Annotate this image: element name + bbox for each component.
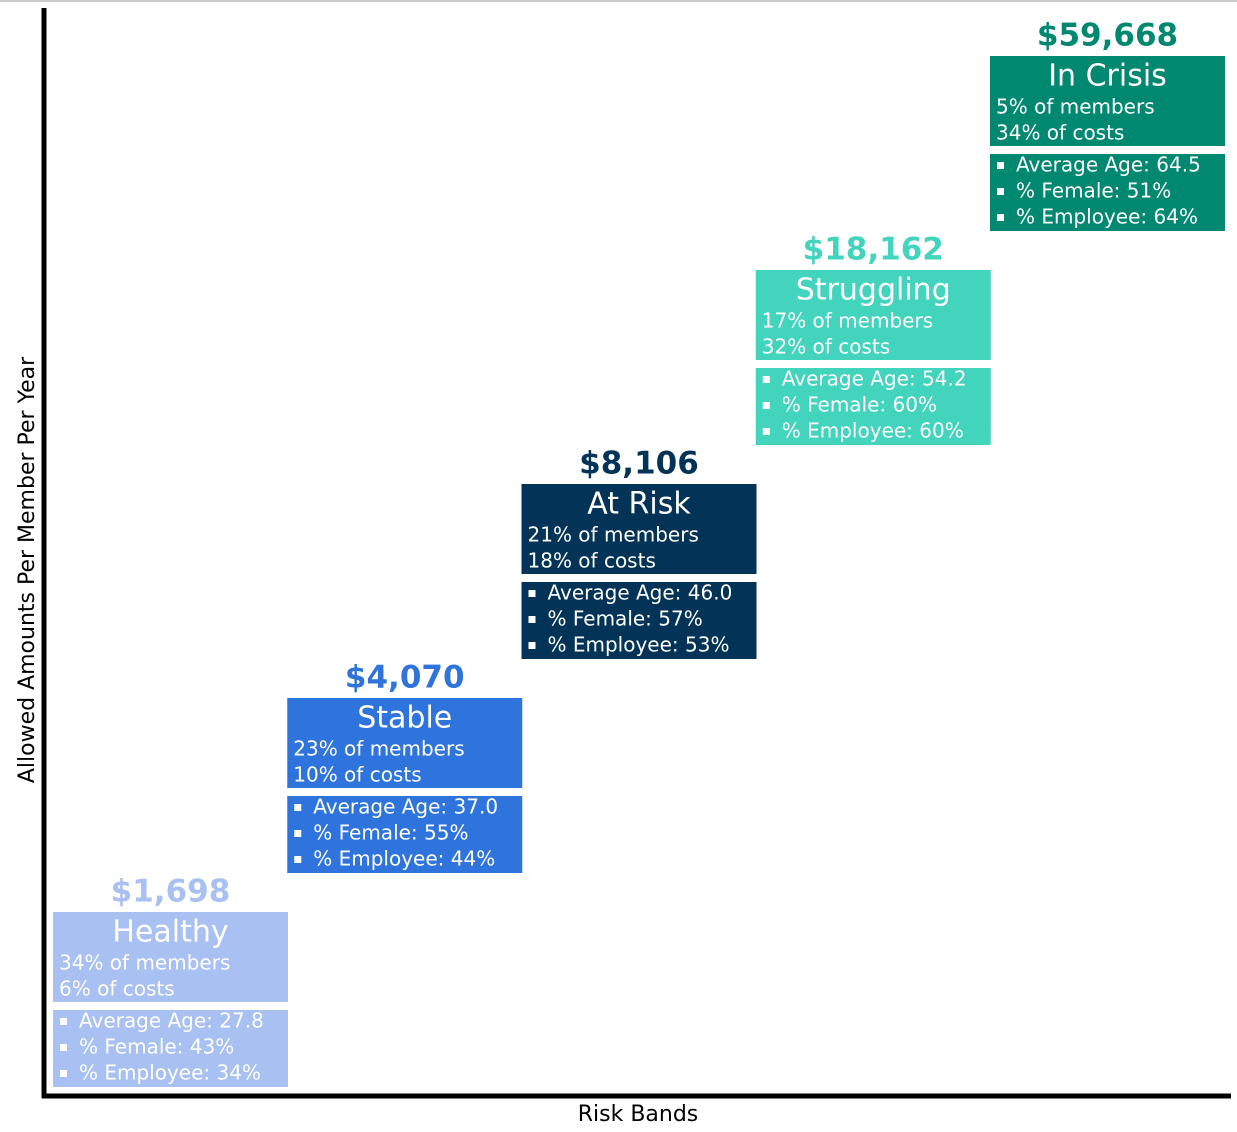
bullet: [762, 402, 770, 409]
stats-box: [287, 796, 523, 873]
stat-line: % Female: 57%: [548, 607, 703, 631]
bullet: [294, 856, 302, 863]
bullet: [294, 830, 302, 837]
bullet: [60, 1044, 67, 1051]
band-costs: 18% of costs: [528, 549, 656, 573]
stat-line: Average Age: 46.0: [548, 581, 733, 605]
stats-box: [53, 1010, 288, 1087]
stat-line: Average Age: 64.5: [1016, 153, 1201, 177]
stats-box: [755, 368, 991, 445]
stats-box: [521, 582, 757, 659]
band-amount: $59,668: [1037, 18, 1178, 54]
band-members: 17% of members: [762, 309, 933, 333]
band-amount: $1,698: [111, 874, 231, 910]
bullet: [528, 616, 536, 623]
bullet: [997, 214, 1004, 221]
bullet: [997, 188, 1004, 195]
bullet: [997, 162, 1004, 169]
band-box: [521, 484, 757, 574]
stat-line: Average Age: 27.8: [79, 1009, 264, 1033]
stats-box: [990, 154, 1225, 231]
stat-line: % Employee: 53%: [548, 633, 730, 657]
band-costs: 6% of costs: [59, 977, 175, 1001]
band-box: [287, 698, 523, 788]
stat-line: % Employee: 34%: [79, 1061, 261, 1085]
band-name: At Risk: [587, 487, 691, 522]
stat-line: % Female: 55%: [313, 821, 468, 845]
band-members: 5% of members: [996, 95, 1155, 119]
band-members: 23% of members: [293, 737, 464, 761]
band-name: Healthy: [112, 915, 228, 950]
bullet: [60, 1018, 67, 1025]
bullet: [762, 428, 770, 435]
band-name: Struggling: [796, 273, 951, 308]
stat-line: % Female: 51%: [1016, 179, 1171, 203]
bullet: [294, 804, 302, 811]
band-box: [53, 912, 288, 1002]
band-members: 34% of members: [59, 951, 230, 975]
stat-line: % Female: 60%: [782, 393, 937, 417]
band-costs: 10% of costs: [293, 763, 421, 787]
band-name: In Crisis: [1048, 59, 1167, 94]
stat-line: % Female: 43%: [79, 1035, 234, 1059]
y-axis-label: Allowed Amounts Per Member Per Year: [15, 356, 40, 783]
bullet: [528, 642, 536, 649]
band-name: Stable: [357, 701, 452, 736]
bullet: [60, 1070, 67, 1077]
band-box: [990, 56, 1225, 146]
band-amount: $4,070: [345, 660, 465, 696]
band-costs: 34% of costs: [996, 121, 1124, 145]
band-amount: $8,106: [579, 446, 699, 482]
bullet: [528, 590, 536, 597]
stat-line: Average Age: 54.2: [782, 367, 967, 391]
stat-line: % Employee: 60%: [782, 419, 964, 443]
band-amount: $18,162: [803, 232, 944, 268]
band-box: [755, 270, 991, 360]
band-costs: 32% of costs: [762, 335, 890, 359]
stat-line: % Employee: 44%: [313, 847, 495, 871]
stat-line: Average Age: 37.0: [313, 795, 498, 819]
bullet: [762, 376, 770, 383]
x-axis-label: Risk Bands: [578, 1102, 699, 1127]
band-members: 21% of members: [528, 523, 699, 547]
stat-line: % Employee: 64%: [1016, 205, 1198, 229]
